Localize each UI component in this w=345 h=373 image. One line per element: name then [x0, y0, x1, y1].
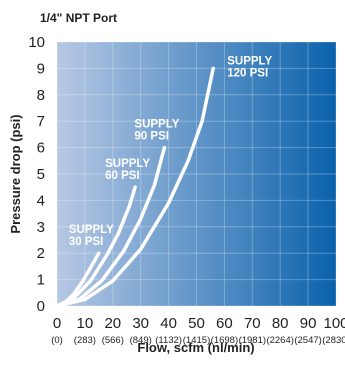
x-subtick-label: (1132) — [155, 335, 182, 346]
series-line-2 — [55, 185, 137, 308]
y-tick-label: 9 — [37, 60, 45, 77]
grid — [56, 41, 337, 307]
x-tick-label: 60 — [216, 315, 233, 332]
y-tick-label: 0 — [37, 298, 45, 315]
x-tick-label: 0 — [53, 315, 61, 332]
x-subtick-label: (1981) — [239, 335, 266, 346]
x-subtick-label: (2264) — [266, 335, 293, 346]
x-subtick-label: (1698) — [211, 335, 238, 346]
x-subtick-label: (283) — [74, 335, 96, 346]
x-tick-label: 20 — [104, 315, 121, 332]
y-tick-label: 2 — [37, 245, 45, 262]
y-tick-label: 5 — [37, 166, 45, 183]
x-axis-subticks: (0) (283) (566) (849) (1132) (1415) (1698) (198… — [51, 335, 345, 346]
series-label-2: SUPPLY 60 PSI — [105, 158, 150, 182]
x-subtick-label: (1415) — [183, 335, 210, 346]
x-subtick-label: (566) — [102, 335, 124, 346]
chart-title: 1/4" NPT Port — [40, 11, 117, 25]
series-label-1: SUPPLY 30 PSI — [69, 224, 114, 248]
x-tick-label: 100 — [323, 315, 345, 332]
x-subtick-label: (0) — [51, 335, 63, 346]
y-tick-label: 10 — [28, 34, 45, 51]
series-labels: SUPPLY 30 PSI SUPPLY 60 PSI SUPPLY 90 PSI SUPP… — [69, 55, 273, 248]
x-tick-label: 80 — [272, 315, 289, 332]
series-curves — [55, 66, 215, 308]
x-subtick-label: (2830) — [322, 335, 345, 346]
series-label-3: SUPPLY 90 PSI — [134, 119, 179, 143]
y-tick-label: 3 — [37, 219, 45, 236]
x-subtick-label: (849) — [130, 335, 152, 346]
x-axis-label: Flow, scfm (nl/min) — [137, 340, 254, 355]
series-label-4: SUPPLY 120 PSI — [227, 55, 272, 79]
y-tick-label: 7 — [37, 113, 45, 130]
series-line-4 — [55, 66, 215, 308]
y-tick-label: 8 — [37, 87, 45, 104]
x-tick-label: 10 — [77, 315, 94, 332]
x-tick-label: 30 — [132, 315, 149, 332]
x-tick-label: 40 — [160, 315, 177, 332]
y-tick-label: 6 — [37, 140, 45, 157]
y-axis-label: Pressure drop (psi) — [8, 114, 23, 233]
x-tick-label: 50 — [188, 315, 205, 332]
x-tick-label: 90 — [300, 315, 317, 332]
x-subtick-label: (2547) — [294, 335, 321, 346]
y-axis-ticks: 0 1 2 3 4 5 6 7 8 9 10 — [28, 34, 45, 315]
x-axis-ticks: 0 10 20 30 40 50 60 70 80 90 100 — [53, 315, 345, 332]
y-tick-label: 4 — [37, 192, 45, 209]
y-tick-label: 1 — [37, 272, 45, 289]
x-tick-label: 70 — [244, 315, 261, 332]
